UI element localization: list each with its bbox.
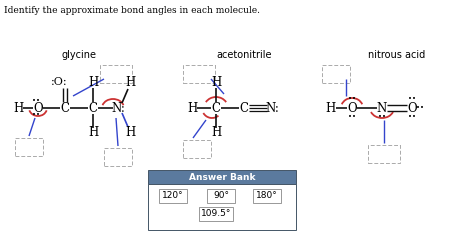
Text: ••: •• bbox=[378, 114, 386, 120]
Text: 120°: 120° bbox=[162, 192, 184, 200]
Text: N:: N: bbox=[265, 102, 279, 114]
Bar bbox=[183, 65, 215, 83]
Text: ••: •• bbox=[348, 96, 356, 102]
FancyBboxPatch shape bbox=[207, 189, 235, 203]
Text: ••: •• bbox=[408, 114, 416, 120]
Bar bbox=[148, 184, 296, 230]
FancyBboxPatch shape bbox=[199, 207, 233, 221]
Text: ••: •• bbox=[32, 112, 40, 118]
Bar bbox=[322, 65, 350, 83]
Bar bbox=[100, 65, 132, 83]
Bar bbox=[15, 138, 43, 156]
Text: O: O bbox=[33, 102, 43, 114]
Text: C: C bbox=[89, 102, 98, 114]
Text: C: C bbox=[211, 102, 220, 114]
Text: H: H bbox=[88, 77, 98, 90]
Text: H: H bbox=[211, 77, 221, 90]
Text: Answer Bank: Answer Bank bbox=[189, 173, 255, 181]
Text: ••: •• bbox=[32, 98, 40, 104]
Text: 180°: 180° bbox=[256, 192, 278, 200]
Text: H: H bbox=[187, 102, 197, 114]
Text: nitrous acid: nitrous acid bbox=[368, 50, 426, 60]
Text: H: H bbox=[125, 126, 135, 139]
Text: :O:: :O: bbox=[51, 77, 67, 87]
Text: O: O bbox=[347, 102, 357, 114]
Text: H: H bbox=[88, 126, 98, 139]
Text: H: H bbox=[13, 102, 23, 114]
Text: acetonitrile: acetonitrile bbox=[216, 50, 272, 60]
Text: O: O bbox=[407, 102, 417, 114]
Text: ••: •• bbox=[416, 105, 424, 111]
Bar bbox=[104, 148, 132, 166]
Text: H: H bbox=[211, 126, 221, 139]
Text: H: H bbox=[325, 102, 335, 114]
Text: N: N bbox=[377, 102, 387, 114]
Text: N:: N: bbox=[111, 102, 125, 114]
Text: glycine: glycine bbox=[62, 50, 97, 60]
Text: 109.5°: 109.5° bbox=[201, 210, 231, 218]
Text: ••: •• bbox=[348, 114, 356, 120]
FancyBboxPatch shape bbox=[253, 189, 281, 203]
Text: H: H bbox=[125, 77, 135, 90]
Text: Identify the approximate bond angles in each molecule.: Identify the approximate bond angles in … bbox=[4, 6, 260, 15]
FancyBboxPatch shape bbox=[159, 189, 187, 203]
Bar bbox=[148, 170, 296, 184]
Bar bbox=[368, 145, 400, 163]
Text: C: C bbox=[61, 102, 70, 114]
Text: C: C bbox=[239, 102, 248, 114]
Bar bbox=[183, 140, 211, 158]
Text: ••: •• bbox=[408, 96, 416, 102]
Text: 90°: 90° bbox=[213, 192, 229, 200]
